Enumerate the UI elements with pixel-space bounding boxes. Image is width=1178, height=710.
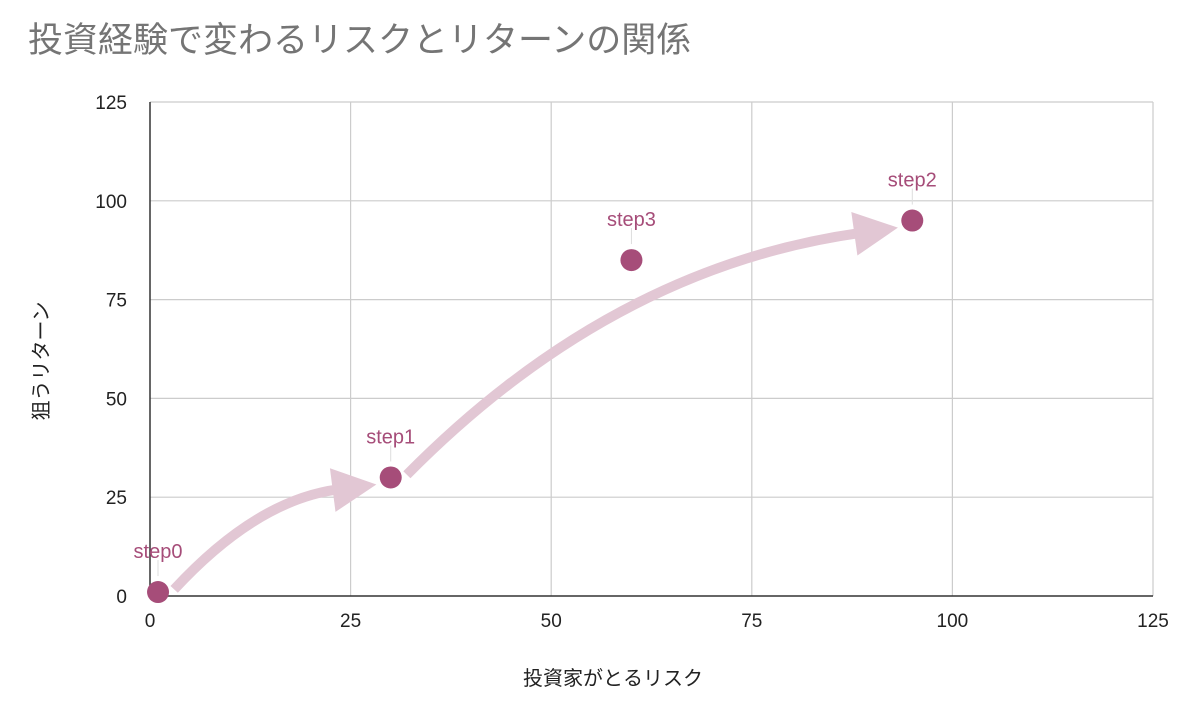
y-tick-label: 0 <box>116 587 127 608</box>
y-tick-label: 100 <box>95 192 127 213</box>
data-points <box>147 209 924 604</box>
x-tick-label: 0 <box>145 611 156 632</box>
data-point-step1 <box>379 466 402 489</box>
axes <box>149 102 1153 597</box>
point-label-step1: step1 <box>366 426 415 448</box>
chart-title: 投資経験で変わるリスクとリターンの関係 <box>28 21 692 61</box>
point-label-step2: step2 <box>888 170 937 192</box>
x-tick-label: 50 <box>541 611 562 632</box>
y-tick-label: 125 <box>95 93 127 114</box>
data-point-step3 <box>620 249 643 272</box>
y-tick-label: 50 <box>106 389 127 410</box>
point-label-step0: step0 <box>134 541 183 563</box>
x-axis-title: 投資家がとるリスク <box>523 666 703 690</box>
x-tick-label: 125 <box>1137 611 1169 632</box>
progression-arrow-shaft <box>170 484 340 593</box>
y-tick-label: 75 <box>106 291 127 312</box>
x-tick-label: 75 <box>741 611 762 632</box>
data-point-step2 <box>901 209 924 232</box>
progression-arrow-head <box>329 468 377 512</box>
gridlines <box>150 101 1154 596</box>
data-point-step0 <box>147 581 170 604</box>
progression-arrow-head <box>851 211 898 256</box>
y-tick-label: 25 <box>106 488 127 509</box>
progression-arrow-shaft <box>403 227 861 479</box>
x-tick-label: 25 <box>340 611 361 632</box>
tick-labels: 0 25 50 75 100 125 0 25 50 75 100 125 <box>95 93 1169 632</box>
point-label-step3: step3 <box>607 209 656 231</box>
point-labels: step0 step1 step2 step3 <box>134 170 937 577</box>
x-tick-label: 100 <box>937 611 969 632</box>
progression-arrows <box>170 211 898 593</box>
y-axis-title: 狙うリターン <box>29 302 53 421</box>
